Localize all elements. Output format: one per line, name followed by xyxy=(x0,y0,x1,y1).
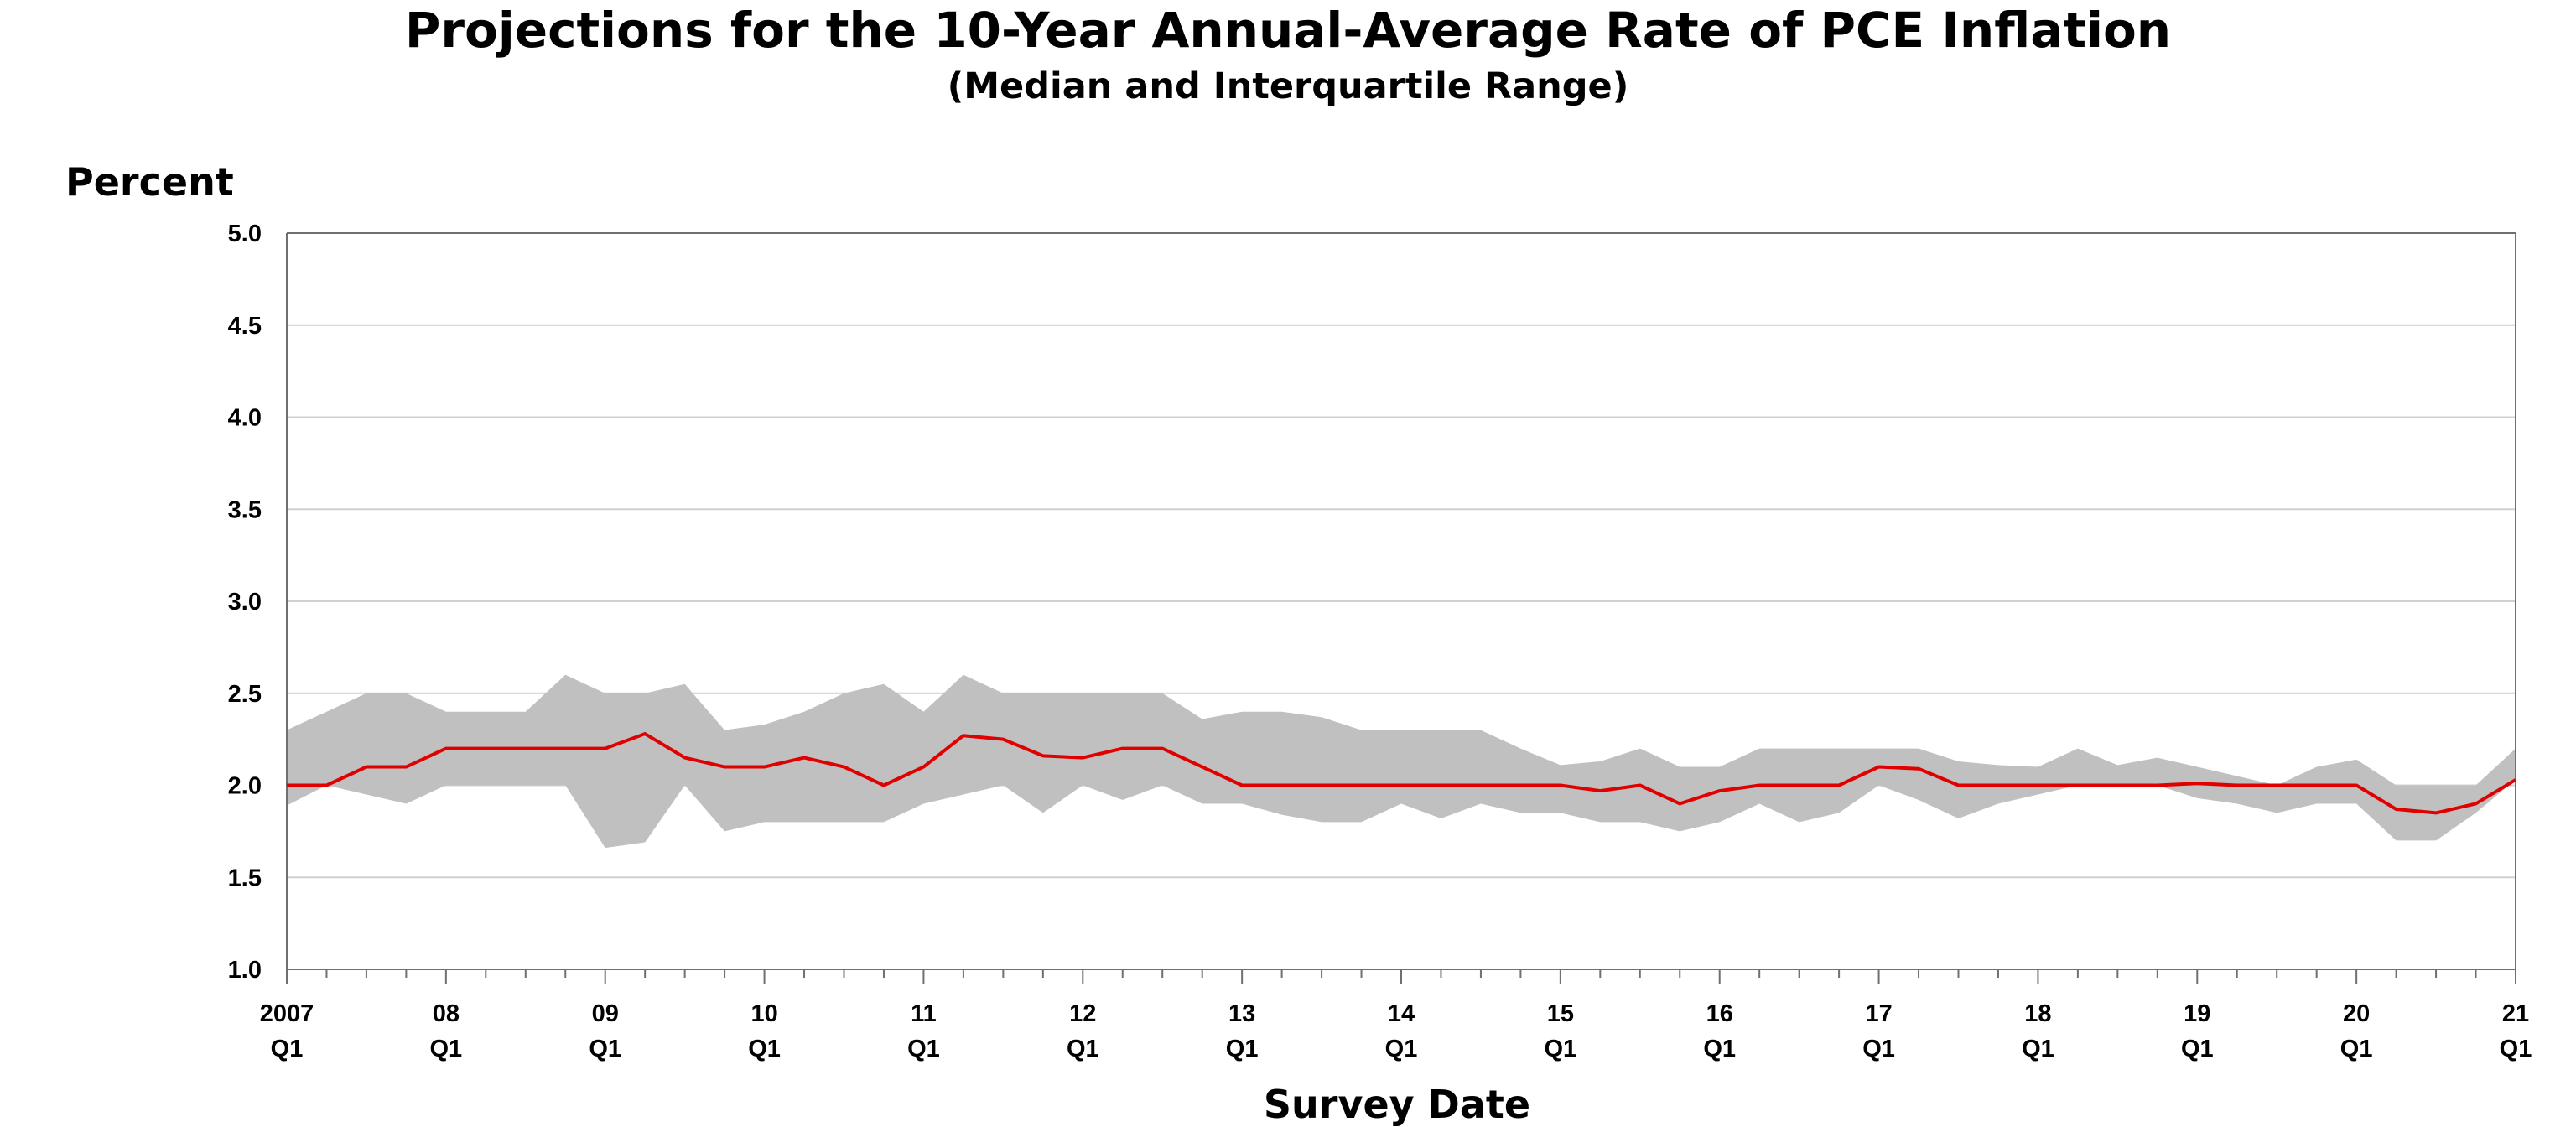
y-tick-label: 3.5 xyxy=(228,496,262,523)
x-tick-label-year: 17 xyxy=(1865,1000,1892,1027)
x-tick-label-quarter: Q1 xyxy=(2181,1036,2214,1062)
x-tick-label-year: 10 xyxy=(750,1000,777,1027)
x-tick-label-year: 19 xyxy=(2184,1000,2210,1027)
x-tick-label-quarter: Q1 xyxy=(1703,1036,1736,1062)
x-tick-label-year: 18 xyxy=(2024,1000,2051,1027)
x-tick-label-year: 08 xyxy=(433,1000,460,1027)
x-axis-label: Survey Date xyxy=(1263,1082,1531,1127)
x-tick-label-quarter: Q1 xyxy=(271,1036,304,1062)
y-tick-label: 3.0 xyxy=(228,589,262,615)
x-tick-label-quarter: Q1 xyxy=(2022,1036,2054,1062)
x-tick-label-year: 16 xyxy=(1706,1000,1733,1027)
y-tick-label: 2.0 xyxy=(228,773,262,800)
x-tick-label-year: 13 xyxy=(1228,1000,1255,1027)
median-series-line xyxy=(287,732,2517,815)
x-tick-label-quarter: Q1 xyxy=(589,1036,621,1062)
x-tick-label-year: 11 xyxy=(911,1000,937,1027)
y-axis-label: Percent xyxy=(65,159,234,205)
x-tick-label-quarter: Q1 xyxy=(1226,1036,1259,1062)
x-tick-label-year: 09 xyxy=(592,1000,619,1027)
x-tick-label-quarter: Q1 xyxy=(748,1036,781,1062)
y-tick-label: 4.5 xyxy=(228,313,262,340)
axes xyxy=(286,232,2516,984)
x-tick-label-quarter: Q1 xyxy=(2500,1036,2532,1062)
tick-labels: 1.0 1.5 2.0 2.5 3.0 3.5 4.0 4.5 5.0 2007 Q1 08 Q1 09 Q… xyxy=(228,221,2532,1062)
x-tick-label-quarter: Q1 xyxy=(1067,1036,1099,1062)
x-tick-label-year: 12 xyxy=(1069,1000,1096,1027)
interquartile-range-area xyxy=(287,674,2516,849)
median-line xyxy=(287,732,2517,815)
x-tick-label-quarter: Q1 xyxy=(1385,1036,1418,1062)
chart-title: Projections for the 10-Year Annual-Avera… xyxy=(404,2,2172,59)
gridlines xyxy=(287,232,2516,970)
chart-subtitle: (Median and Interquartile Range) xyxy=(947,65,1629,107)
x-tick-label-year: 2007 xyxy=(260,1000,314,1027)
y-tick-label: 5.0 xyxy=(228,221,262,247)
y-tick-label: 4.0 xyxy=(228,405,262,432)
y-tick-label: 1.5 xyxy=(228,865,262,891)
y-tick-label: 1.0 xyxy=(228,957,262,984)
x-tick-label-quarter: Q1 xyxy=(1862,1036,1895,1062)
x-tick-label-year: 15 xyxy=(1547,1000,1574,1027)
y-tick-label: 2.5 xyxy=(228,681,262,708)
x-tick-label-quarter: Q1 xyxy=(907,1036,940,1062)
x-tick-label-quarter: Q1 xyxy=(2340,1036,2373,1062)
x-tick-label-year: 20 xyxy=(2343,1000,2370,1027)
x-tick-label-year: 21 xyxy=(2502,1000,2529,1027)
x-tick-label-quarter: Q1 xyxy=(1545,1036,1577,1062)
x-tick-label-year: 14 xyxy=(1388,1000,1415,1027)
interquartile-band xyxy=(287,674,2516,849)
x-tick-label-quarter: Q1 xyxy=(430,1036,463,1062)
